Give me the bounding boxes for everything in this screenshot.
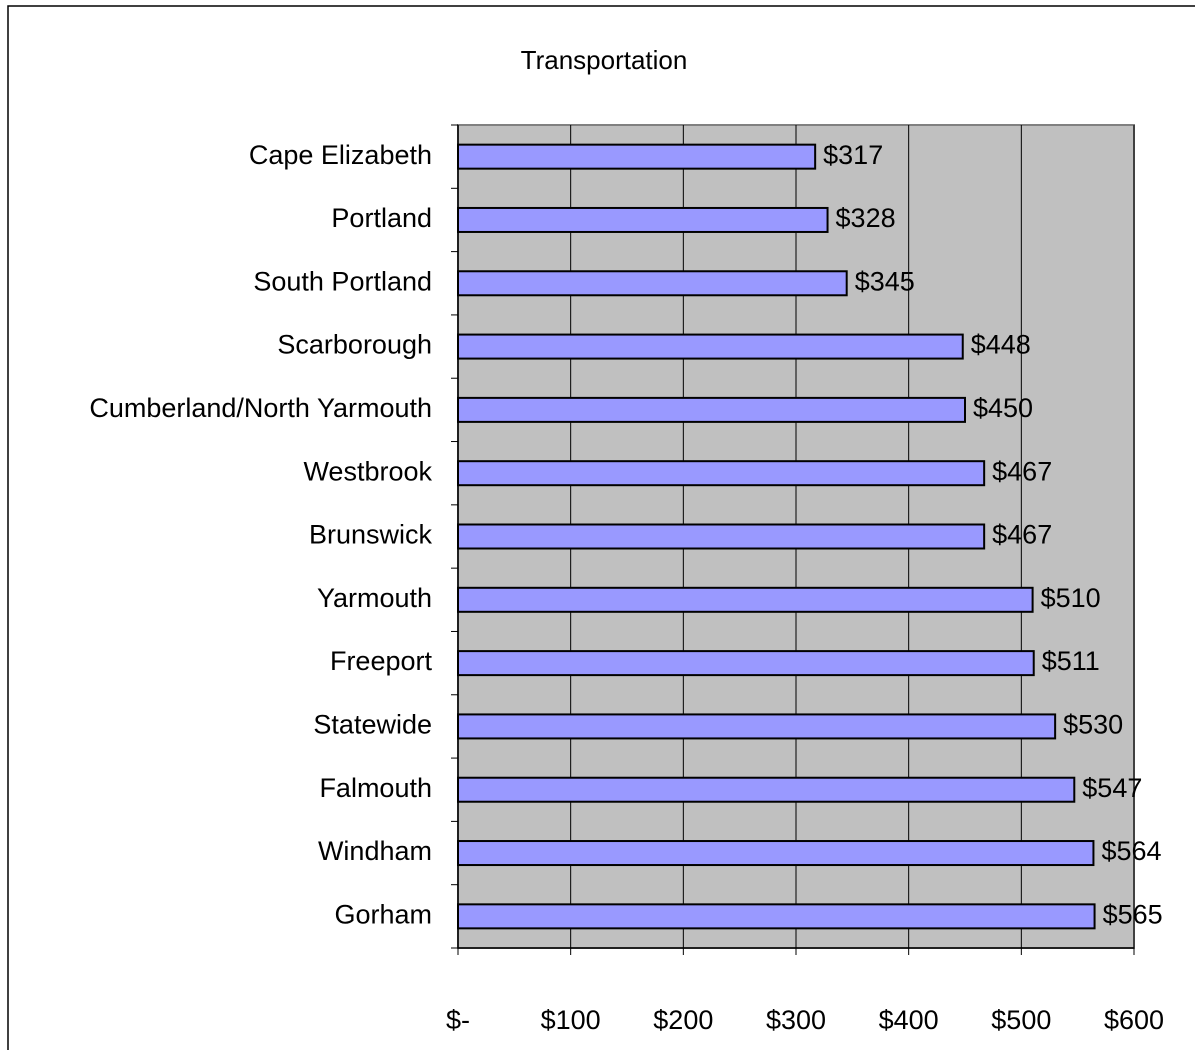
bar <box>457 586 1034 613</box>
y-tick-label: Portland <box>331 203 432 233</box>
data-label: $467 <box>992 520 1052 550</box>
y-tick-label: Windham <box>318 836 432 866</box>
x-tick-label: $400 <box>879 1005 939 1035</box>
x-tick-label: $300 <box>766 1005 826 1035</box>
data-label: $467 <box>992 456 1052 486</box>
x-tick-label: $500 <box>991 1005 1051 1035</box>
y-tick-label: Statewide <box>313 710 432 740</box>
x-tick-label: $100 <box>541 1005 601 1035</box>
bar <box>457 650 1035 677</box>
chart-title: Transportation <box>521 45 688 75</box>
data-label: $448 <box>971 330 1031 360</box>
bar <box>457 460 986 487</box>
data-label: $565 <box>1103 899 1163 929</box>
bar <box>457 713 1057 740</box>
data-label: $530 <box>1063 710 1123 740</box>
y-tick-label: Yarmouth <box>317 583 432 613</box>
y-tick-label: Freeport <box>330 646 433 676</box>
bar <box>457 776 1076 803</box>
data-label: $450 <box>973 393 1033 423</box>
y-tick-label: Westbrook <box>303 456 432 486</box>
x-tick-label: $200 <box>653 1005 713 1035</box>
bar <box>457 206 829 233</box>
y-tick-label: Falmouth <box>319 773 432 803</box>
y-tick-label: Cape Elizabeth <box>249 140 432 170</box>
bar <box>457 396 966 423</box>
data-label: $345 <box>855 266 915 296</box>
bar <box>457 143 817 170</box>
x-tick-label: $- <box>446 1005 470 1035</box>
bar <box>457 333 964 360</box>
data-label: $547 <box>1082 773 1142 803</box>
y-tick-label: Gorham <box>334 899 432 929</box>
x-tick-label: $600 <box>1104 1005 1164 1035</box>
y-tick-label: Scarborough <box>277 330 432 360</box>
bar <box>457 840 1095 867</box>
y-tick-label: Cumberland/North Yarmouth <box>89 393 432 423</box>
y-tick-label: Brunswick <box>309 520 433 550</box>
data-label: $328 <box>836 203 896 233</box>
data-label: $317 <box>823 140 883 170</box>
bar <box>457 270 848 297</box>
data-label: $510 <box>1041 583 1101 613</box>
data-label: $564 <box>1101 836 1161 866</box>
bar <box>457 523 986 550</box>
y-tick-label: South Portland <box>253 266 432 296</box>
data-label: $511 <box>1042 646 1100 676</box>
bar <box>457 903 1096 930</box>
